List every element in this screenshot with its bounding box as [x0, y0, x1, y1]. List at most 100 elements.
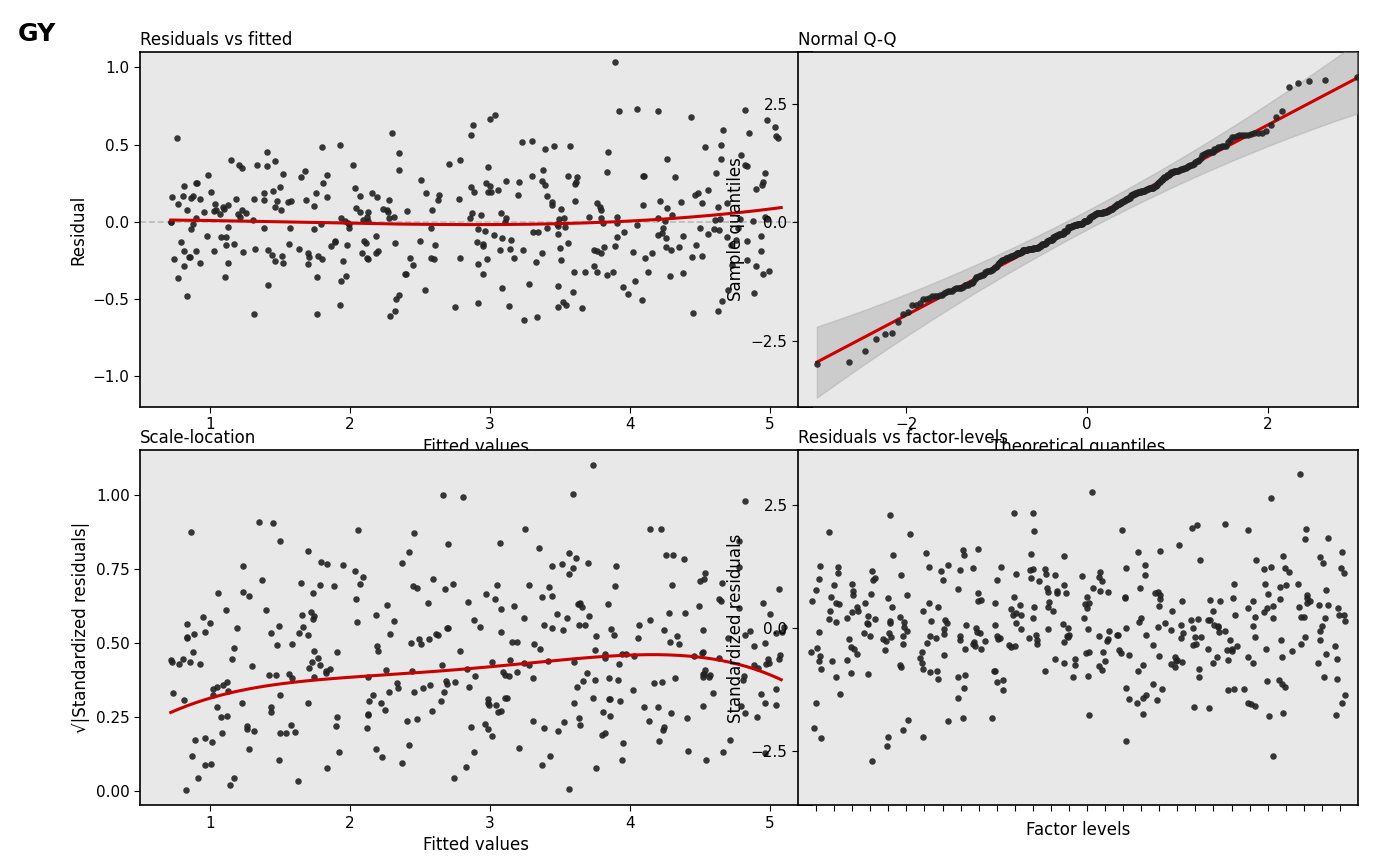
- Point: [171, 652, 193, 666]
- Point: [438, 157, 461, 171]
- Point: [955, 618, 977, 632]
- Point: [1058, 220, 1081, 234]
- Point: [623, 274, 645, 288]
- Point: [238, 589, 260, 603]
- Point: [1130, 184, 1152, 198]
- Point: [1037, 623, 1060, 637]
- Point: [540, 195, 563, 209]
- Point: [427, 628, 449, 642]
- Point: [160, 653, 182, 667]
- Point: [839, 632, 861, 646]
- Point: [857, 667, 879, 681]
- Point: [1074, 598, 1096, 611]
- Point: [567, 597, 589, 611]
- Point: [651, 675, 673, 689]
- Point: [654, 623, 676, 637]
- Point: [297, 544, 319, 558]
- Point: [655, 152, 678, 166]
- Point: [1315, 74, 1337, 87]
- Point: [1075, 602, 1098, 616]
- Point: [1102, 201, 1124, 215]
- Point: [973, 268, 995, 281]
- Point: [1093, 654, 1116, 668]
- Point: [998, 638, 1021, 652]
- Point: [937, 617, 959, 630]
- Point: [280, 718, 302, 732]
- Point: [896, 714, 918, 727]
- Point: [493, 665, 515, 679]
- Point: [634, 250, 657, 264]
- Point: [384, 304, 406, 318]
- Point: [1061, 670, 1084, 684]
- Point: [1170, 163, 1193, 177]
- Point: [668, 637, 690, 651]
- Point: [556, 611, 578, 625]
- Point: [326, 710, 349, 724]
- Point: [311, 139, 333, 153]
- Point: [269, 533, 291, 547]
- Point: [1208, 625, 1231, 639]
- Point: [444, 675, 466, 689]
- Point: [1147, 178, 1169, 191]
- Point: [287, 242, 309, 255]
- Point: [1278, 80, 1301, 94]
- Point: [1100, 202, 1123, 216]
- Point: [220, 778, 242, 792]
- Point: [602, 265, 624, 279]
- Point: [1064, 218, 1086, 232]
- Point: [521, 169, 543, 183]
- Point: [540, 590, 563, 604]
- Point: [1072, 216, 1095, 229]
- Point: [185, 177, 207, 191]
- Point: [402, 579, 424, 593]
- Point: [342, 158, 364, 172]
- Point: [878, 626, 900, 640]
- Point: [507, 188, 529, 202]
- Point: [1326, 672, 1348, 686]
- Point: [570, 719, 592, 733]
- Point: [585, 629, 608, 643]
- Point: [193, 758, 216, 772]
- Point: [626, 101, 648, 115]
- Point: [1271, 650, 1294, 664]
- Point: [1228, 128, 1250, 142]
- Point: [647, 104, 669, 118]
- Point: [304, 186, 326, 200]
- Point: [1127, 545, 1149, 559]
- Point: [1236, 523, 1259, 537]
- Point: [1067, 217, 1089, 231]
- Point: [668, 241, 690, 255]
- Point: [546, 217, 568, 231]
- Point: [1131, 184, 1154, 198]
- Point: [1022, 525, 1044, 539]
- Point: [1154, 616, 1176, 630]
- Point: [755, 696, 777, 710]
- Point: [1067, 217, 1089, 231]
- Point: [1187, 153, 1210, 167]
- Point: [913, 730, 935, 744]
- Point: [1053, 617, 1075, 630]
- Point: [689, 599, 711, 613]
- Point: [1014, 243, 1036, 257]
- Point: [970, 643, 993, 656]
- Point: [1126, 696, 1148, 710]
- Point: [997, 250, 1019, 264]
- Point: [1147, 620, 1169, 634]
- Point: [728, 534, 750, 548]
- Point: [991, 674, 1014, 688]
- Point: [969, 626, 991, 640]
- Point: [206, 700, 228, 714]
- Point: [881, 600, 903, 614]
- Point: [825, 670, 847, 684]
- Point: [489, 243, 511, 257]
- Point: [500, 233, 522, 247]
- Point: [703, 222, 725, 236]
- Point: [1061, 219, 1084, 233]
- Point: [661, 209, 683, 223]
- Point: [710, 294, 732, 308]
- Point: [1233, 128, 1256, 142]
- Point: [707, 651, 729, 665]
- Point: [1128, 185, 1151, 199]
- Point: [1256, 674, 1278, 688]
- Point: [918, 291, 941, 305]
